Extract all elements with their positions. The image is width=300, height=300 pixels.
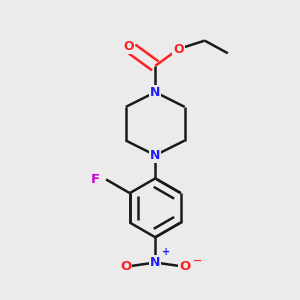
- Text: O: O: [124, 40, 134, 53]
- Text: N: N: [150, 256, 160, 269]
- Text: N: N: [150, 149, 160, 162]
- Text: −: −: [193, 255, 202, 266]
- Text: O: O: [120, 260, 131, 273]
- Text: +: +: [162, 247, 170, 257]
- Text: O: O: [179, 260, 190, 273]
- Text: F: F: [91, 173, 100, 186]
- Text: O: O: [173, 43, 184, 56]
- Text: N: N: [150, 86, 160, 99]
